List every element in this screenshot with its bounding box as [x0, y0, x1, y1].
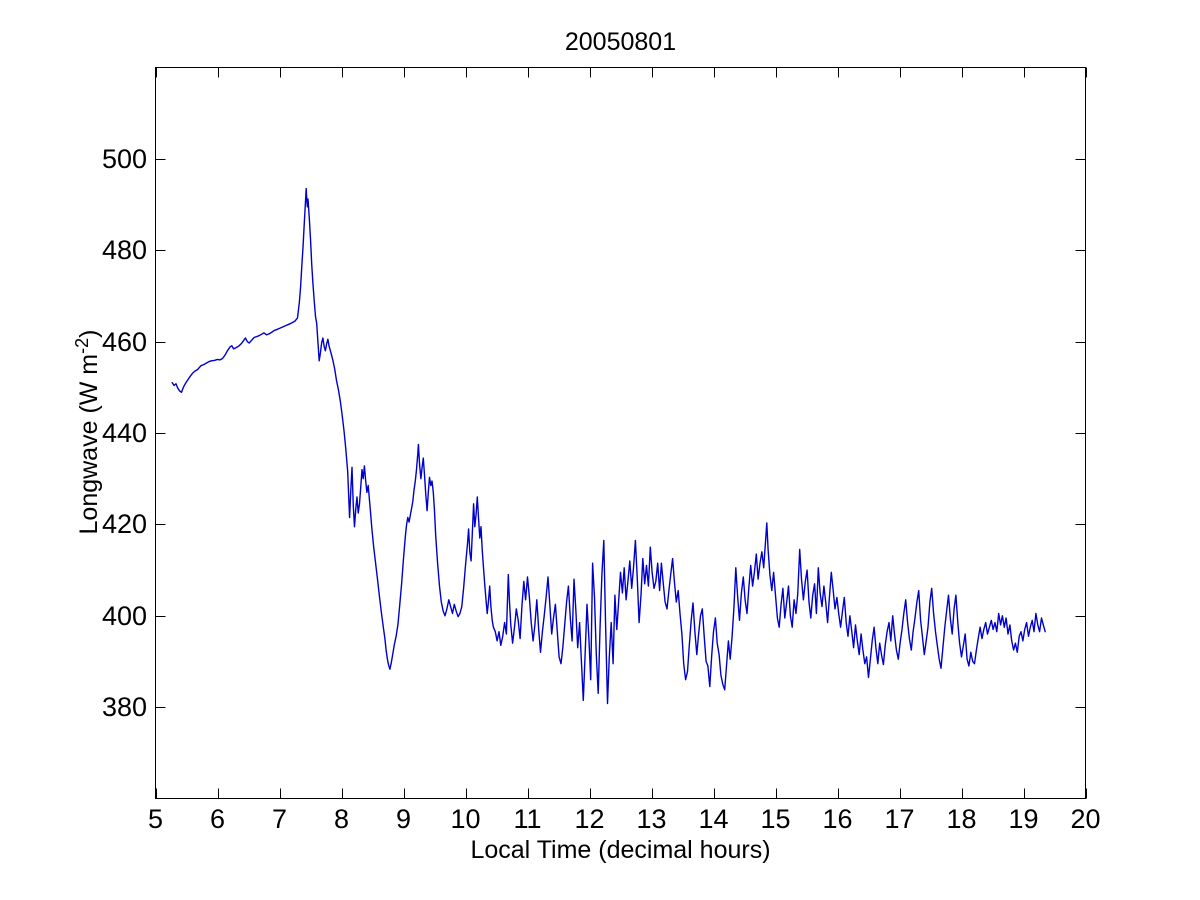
y-tick-label: 400 — [101, 600, 147, 631]
x-tick-label: 6 — [209, 804, 226, 834]
x-tick-label: 20 — [1070, 804, 1101, 834]
chart-title: 20050801 — [564, 28, 677, 56]
y-tick-label: 380 — [101, 692, 147, 723]
x-tick-label: 12 — [574, 804, 605, 834]
x-tick-label: 11 — [513, 804, 542, 834]
x-tick-label: 16 — [822, 804, 853, 834]
y-tick-label: 460 — [101, 326, 147, 357]
x-axis-label: Local Time (decimal hours) — [470, 836, 771, 864]
x-tick-label: 10 — [450, 804, 481, 834]
x-tick-label: 18 — [946, 804, 977, 834]
axes-box — [155, 67, 1086, 799]
data-line — [171, 187, 1046, 705]
x-tick-label: 15 — [760, 804, 791, 834]
y-tick-label: 440 — [101, 418, 147, 448]
x-tick-label: 14 — [698, 804, 729, 834]
x-tick-label: 7 — [271, 804, 288, 834]
x-tick-label: 5 — [147, 804, 164, 834]
x-tick-label: 9 — [395, 804, 412, 834]
x-tick-label: 17 — [884, 804, 915, 834]
y-tick-label: 480 — [101, 235, 147, 266]
y-tick-label: 420 — [101, 509, 147, 540]
x-tick-label: 13 — [636, 804, 667, 834]
x-tick-label: 8 — [333, 804, 350, 834]
x-tick-label: 19 — [1008, 804, 1039, 834]
y-tick-label: 500 — [101, 143, 147, 174]
